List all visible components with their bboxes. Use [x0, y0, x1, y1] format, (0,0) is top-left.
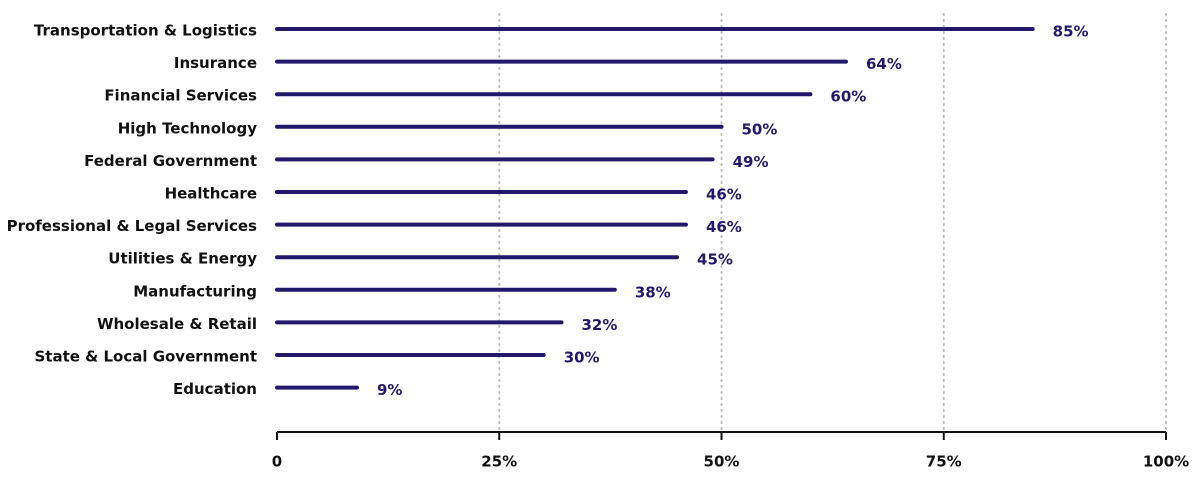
- category-label: Healthcare: [165, 185, 257, 203]
- value-label: 49%: [733, 153, 769, 171]
- category-label: State & Local Government: [34, 348, 257, 366]
- value-label: 50%: [742, 120, 778, 138]
- value-label: 85%: [1053, 23, 1089, 41]
- category-label: High Technology: [118, 119, 257, 137]
- category-label: Professional & Legal Services: [7, 217, 257, 235]
- value-label: 32%: [581, 316, 617, 334]
- x-tick-label: 50%: [704, 453, 740, 471]
- x-tick-label: 75%: [926, 453, 962, 471]
- category-label: Insurance: [174, 54, 257, 72]
- x-tick-label: 100%: [1143, 453, 1189, 471]
- value-label: 45%: [697, 251, 733, 269]
- category-label: Financial Services: [104, 87, 257, 105]
- value-label: 38%: [635, 283, 671, 301]
- value-label: 64%: [866, 55, 902, 73]
- x-tick-label: 0: [272, 453, 282, 471]
- value-label: 30%: [564, 349, 600, 367]
- value-label: 46%: [706, 218, 742, 236]
- category-label: Federal Government: [84, 152, 257, 170]
- category-label: Wholesale & Retail: [97, 315, 257, 333]
- category-label: Utilities & Energy: [108, 250, 257, 268]
- category-label: Manufacturing: [133, 282, 257, 300]
- value-label: 9%: [377, 381, 402, 399]
- value-label: 60%: [830, 88, 866, 106]
- category-label: Education: [173, 380, 257, 398]
- category-label: Transportation & Logistics: [34, 22, 257, 40]
- value-label: 46%: [706, 186, 742, 204]
- x-tick-label: 25%: [481, 453, 517, 471]
